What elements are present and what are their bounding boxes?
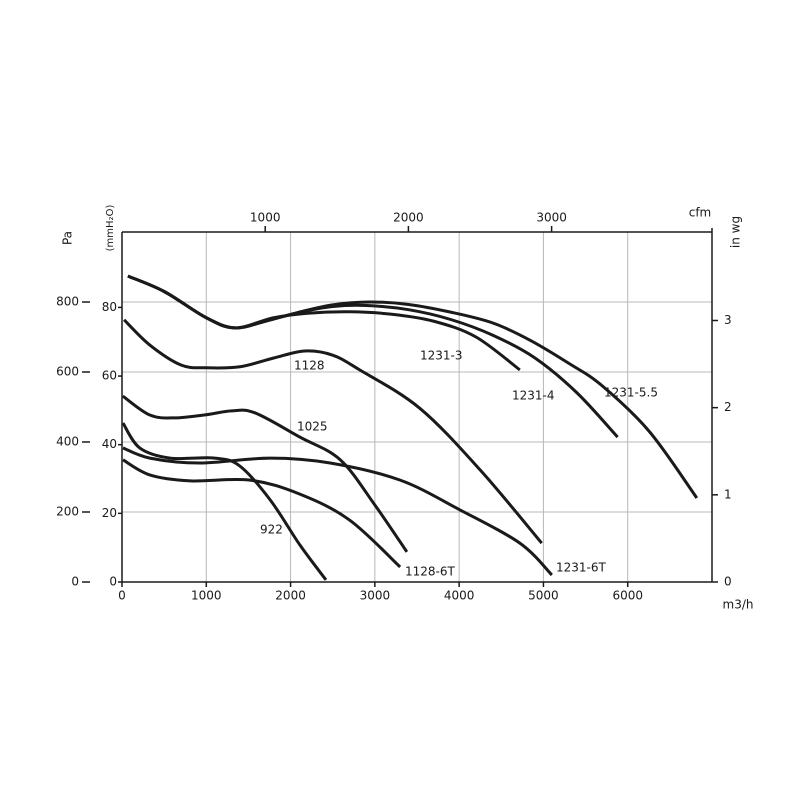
curve-label: 1231-4: [512, 389, 555, 403]
y2-tick-label: 0: [109, 575, 117, 589]
y-tick-label: 600: [56, 365, 79, 379]
fan-curve: [122, 458, 402, 569]
curve-label: 1025: [297, 420, 328, 434]
y2-axis-label: (mmH₂O): [105, 205, 116, 252]
y2-tick-label: 60: [102, 369, 117, 383]
x-tick-label: 0: [118, 589, 126, 603]
y-tick-label: 800: [56, 295, 79, 309]
y-tick-label: 200: [56, 505, 79, 519]
curve-label: 1231-3: [420, 349, 463, 363]
fan-curve: [121, 394, 409, 553]
x-tick-label: 6000: [612, 589, 643, 603]
x-tick-label: 2000: [275, 589, 306, 603]
fan-curve: [127, 274, 521, 372]
curve-label: 1128-6T: [405, 565, 456, 579]
curve-label: 1231-5.5: [604, 386, 658, 400]
x2-tick-label: 2000: [393, 211, 424, 225]
y-tick-label: 400: [56, 435, 79, 449]
y3-tick-label: 1: [724, 487, 732, 501]
y3-tick-label: 3: [724, 313, 732, 327]
x-axis-label: m3/h: [723, 598, 754, 612]
y2-tick-label: 80: [102, 300, 117, 314]
curve-label: 1128: [294, 359, 325, 373]
y3-tick-label: 0: [724, 575, 732, 589]
y2-tick-label: 40: [102, 437, 117, 451]
fan-curve: [122, 446, 553, 577]
y-axis-label: Pa: [61, 231, 75, 245]
fan-curve: [123, 318, 543, 545]
curve-label: 1231-6T: [556, 561, 607, 575]
x2-tick-label: 1000: [250, 211, 281, 225]
x2-axis-label: cfm: [689, 206, 712, 220]
y-tick-label: 0: [71, 575, 79, 589]
x2-tick-label: 3000: [536, 211, 567, 225]
x-tick-label: 5000: [528, 589, 559, 603]
x-tick-label: 1000: [191, 589, 222, 603]
y2-tick-label: 20: [102, 506, 117, 520]
fan-curve: [127, 274, 619, 439]
x-tick-label: 3000: [360, 589, 391, 603]
y3-tick-label: 2: [724, 400, 732, 414]
x-tick-label: 4000: [444, 589, 475, 603]
curve-label: 922: [260, 523, 283, 537]
fan-curve: [121, 422, 328, 581]
y3-axis-label: in wg: [729, 216, 743, 248]
